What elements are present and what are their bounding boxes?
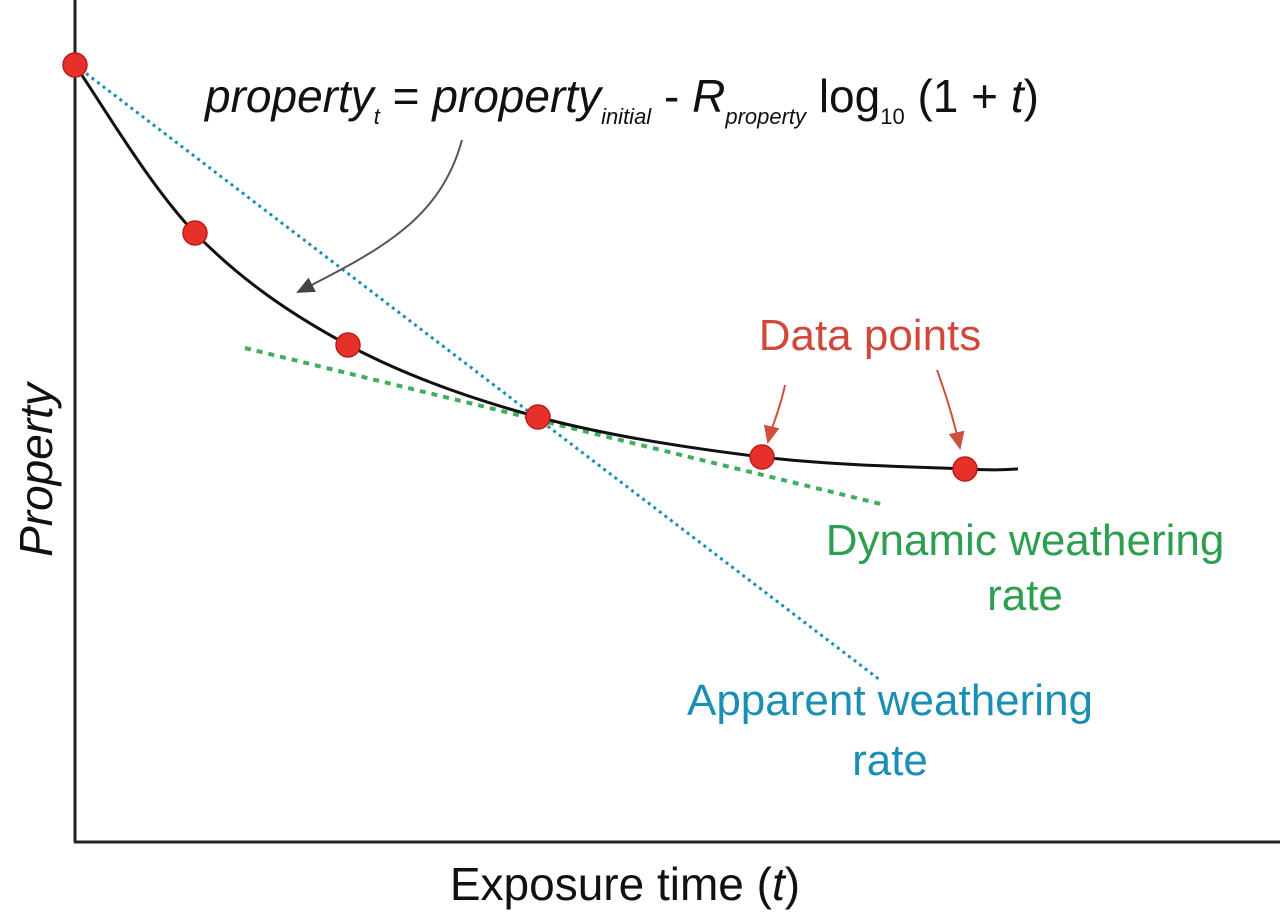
y-axis-label: Property	[10, 380, 62, 557]
formula: propertyt = propertyinitial - Rproperty …	[203, 70, 1039, 129]
text-part: =	[380, 70, 432, 122]
data-points	[62, 52, 978, 482]
x-axis-label: Exposure time (t)	[450, 858, 800, 910]
text-part: t	[1011, 70, 1026, 122]
apparent-rate-line	[74, 63, 881, 682]
text-part: (1 +	[905, 70, 1011, 122]
data-point	[952, 456, 978, 482]
apparent-label: rate	[852, 736, 928, 785]
text-part: initial	[601, 104, 652, 129]
text-part: t	[374, 104, 381, 129]
text-part: t	[772, 858, 787, 910]
formula-arrow	[296, 139, 463, 293]
data-point	[62, 52, 88, 78]
apparent-label: Apparent weathering	[687, 676, 1093, 725]
dynamic-rate-line	[244, 346, 886, 507]
text-part: R	[692, 70, 725, 122]
data-point	[749, 444, 775, 470]
dynamic-label: Dynamic weathering	[826, 516, 1225, 565]
text-part: )	[1024, 70, 1039, 122]
data-points-label: Data points	[759, 311, 982, 360]
text-part: Exposure time (	[450, 858, 773, 910]
text-part: property	[203, 70, 377, 122]
data-point	[182, 220, 208, 246]
text-part: -	[651, 70, 692, 122]
dynamic-label: rate	[987, 571, 1063, 620]
data-point-arrow	[936, 369, 965, 450]
data-point	[335, 332, 361, 358]
text-part: 10	[880, 104, 904, 129]
text-part: log	[806, 70, 880, 122]
text-part: property	[430, 70, 604, 122]
data-point-arrow	[763, 384, 786, 444]
text-part: )	[785, 858, 800, 910]
text-part: property	[724, 104, 808, 129]
data-point	[525, 404, 551, 430]
